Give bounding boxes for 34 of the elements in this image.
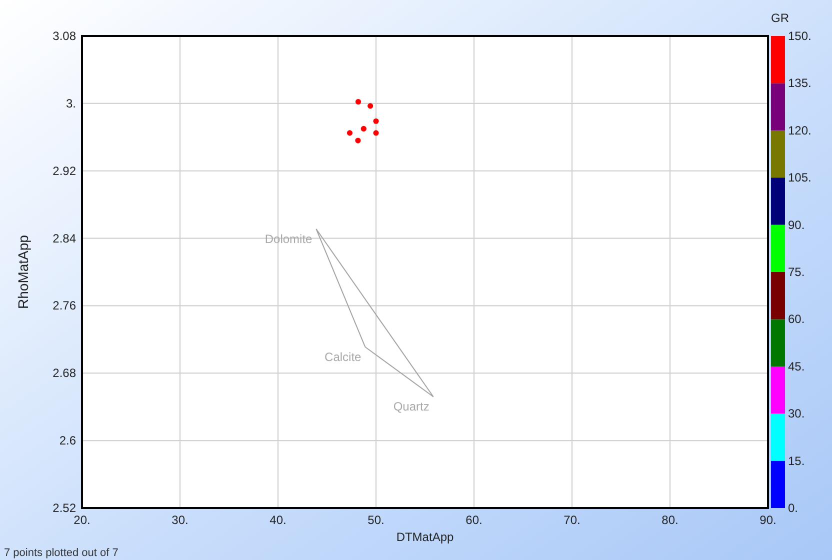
- y-tick-label: 2.92: [52, 164, 76, 178]
- color-bar-label: 45.: [788, 359, 805, 374]
- annotation: Dolomite: [264, 232, 313, 246]
- y-tick-label: 2.68: [52, 366, 76, 380]
- color-bar-label: 90.: [788, 218, 805, 232]
- color-bar-title: GR: [771, 11, 790, 25]
- y-axis-title: RhoMatApp: [15, 234, 31, 309]
- y-tick-label: 2.52: [52, 501, 76, 515]
- color-bar-label: 120.: [788, 123, 812, 138]
- color-bar-label: 105.: [788, 170, 812, 185]
- x-tick-label: 30.: [172, 513, 188, 527]
- annotation: Calcite: [324, 350, 362, 364]
- color-bar-label: 15.: [788, 454, 805, 468]
- annotation: Quartz: [393, 400, 430, 414]
- color-bar-label: 0.: [788, 501, 798, 515]
- color-bar-label: 60.: [788, 312, 805, 326]
- text: 7 points plotted out of 7: [4, 547, 118, 559]
- y-tick-label: 3.: [66, 96, 76, 110]
- x-axis-title: DTMatApp: [396, 530, 454, 544]
- x-tick-label: 90.: [760, 513, 776, 527]
- color-bar-label: 135.: [788, 76, 812, 90]
- x-tick-label: 60.: [466, 513, 482, 527]
- y-tick-label: 3.08: [52, 29, 76, 43]
- color-bar-label: 150.: [788, 29, 812, 43]
- x-tick-label: 80.: [662, 513, 678, 527]
- x-tick-label: 50.: [368, 513, 384, 527]
- color-bar-label: 75.: [788, 265, 805, 279]
- y-tick-label: 2.6: [59, 434, 76, 448]
- x-tick-label: 20.: [74, 513, 90, 527]
- x-tick-label: 70.: [564, 513, 580, 527]
- y-tick-label: 2.84: [52, 231, 76, 246]
- y-tick-label: 2.76: [52, 298, 76, 313]
- color-bar-label: 30.: [788, 406, 805, 421]
- x-tick-label: 40.: [270, 513, 286, 527]
